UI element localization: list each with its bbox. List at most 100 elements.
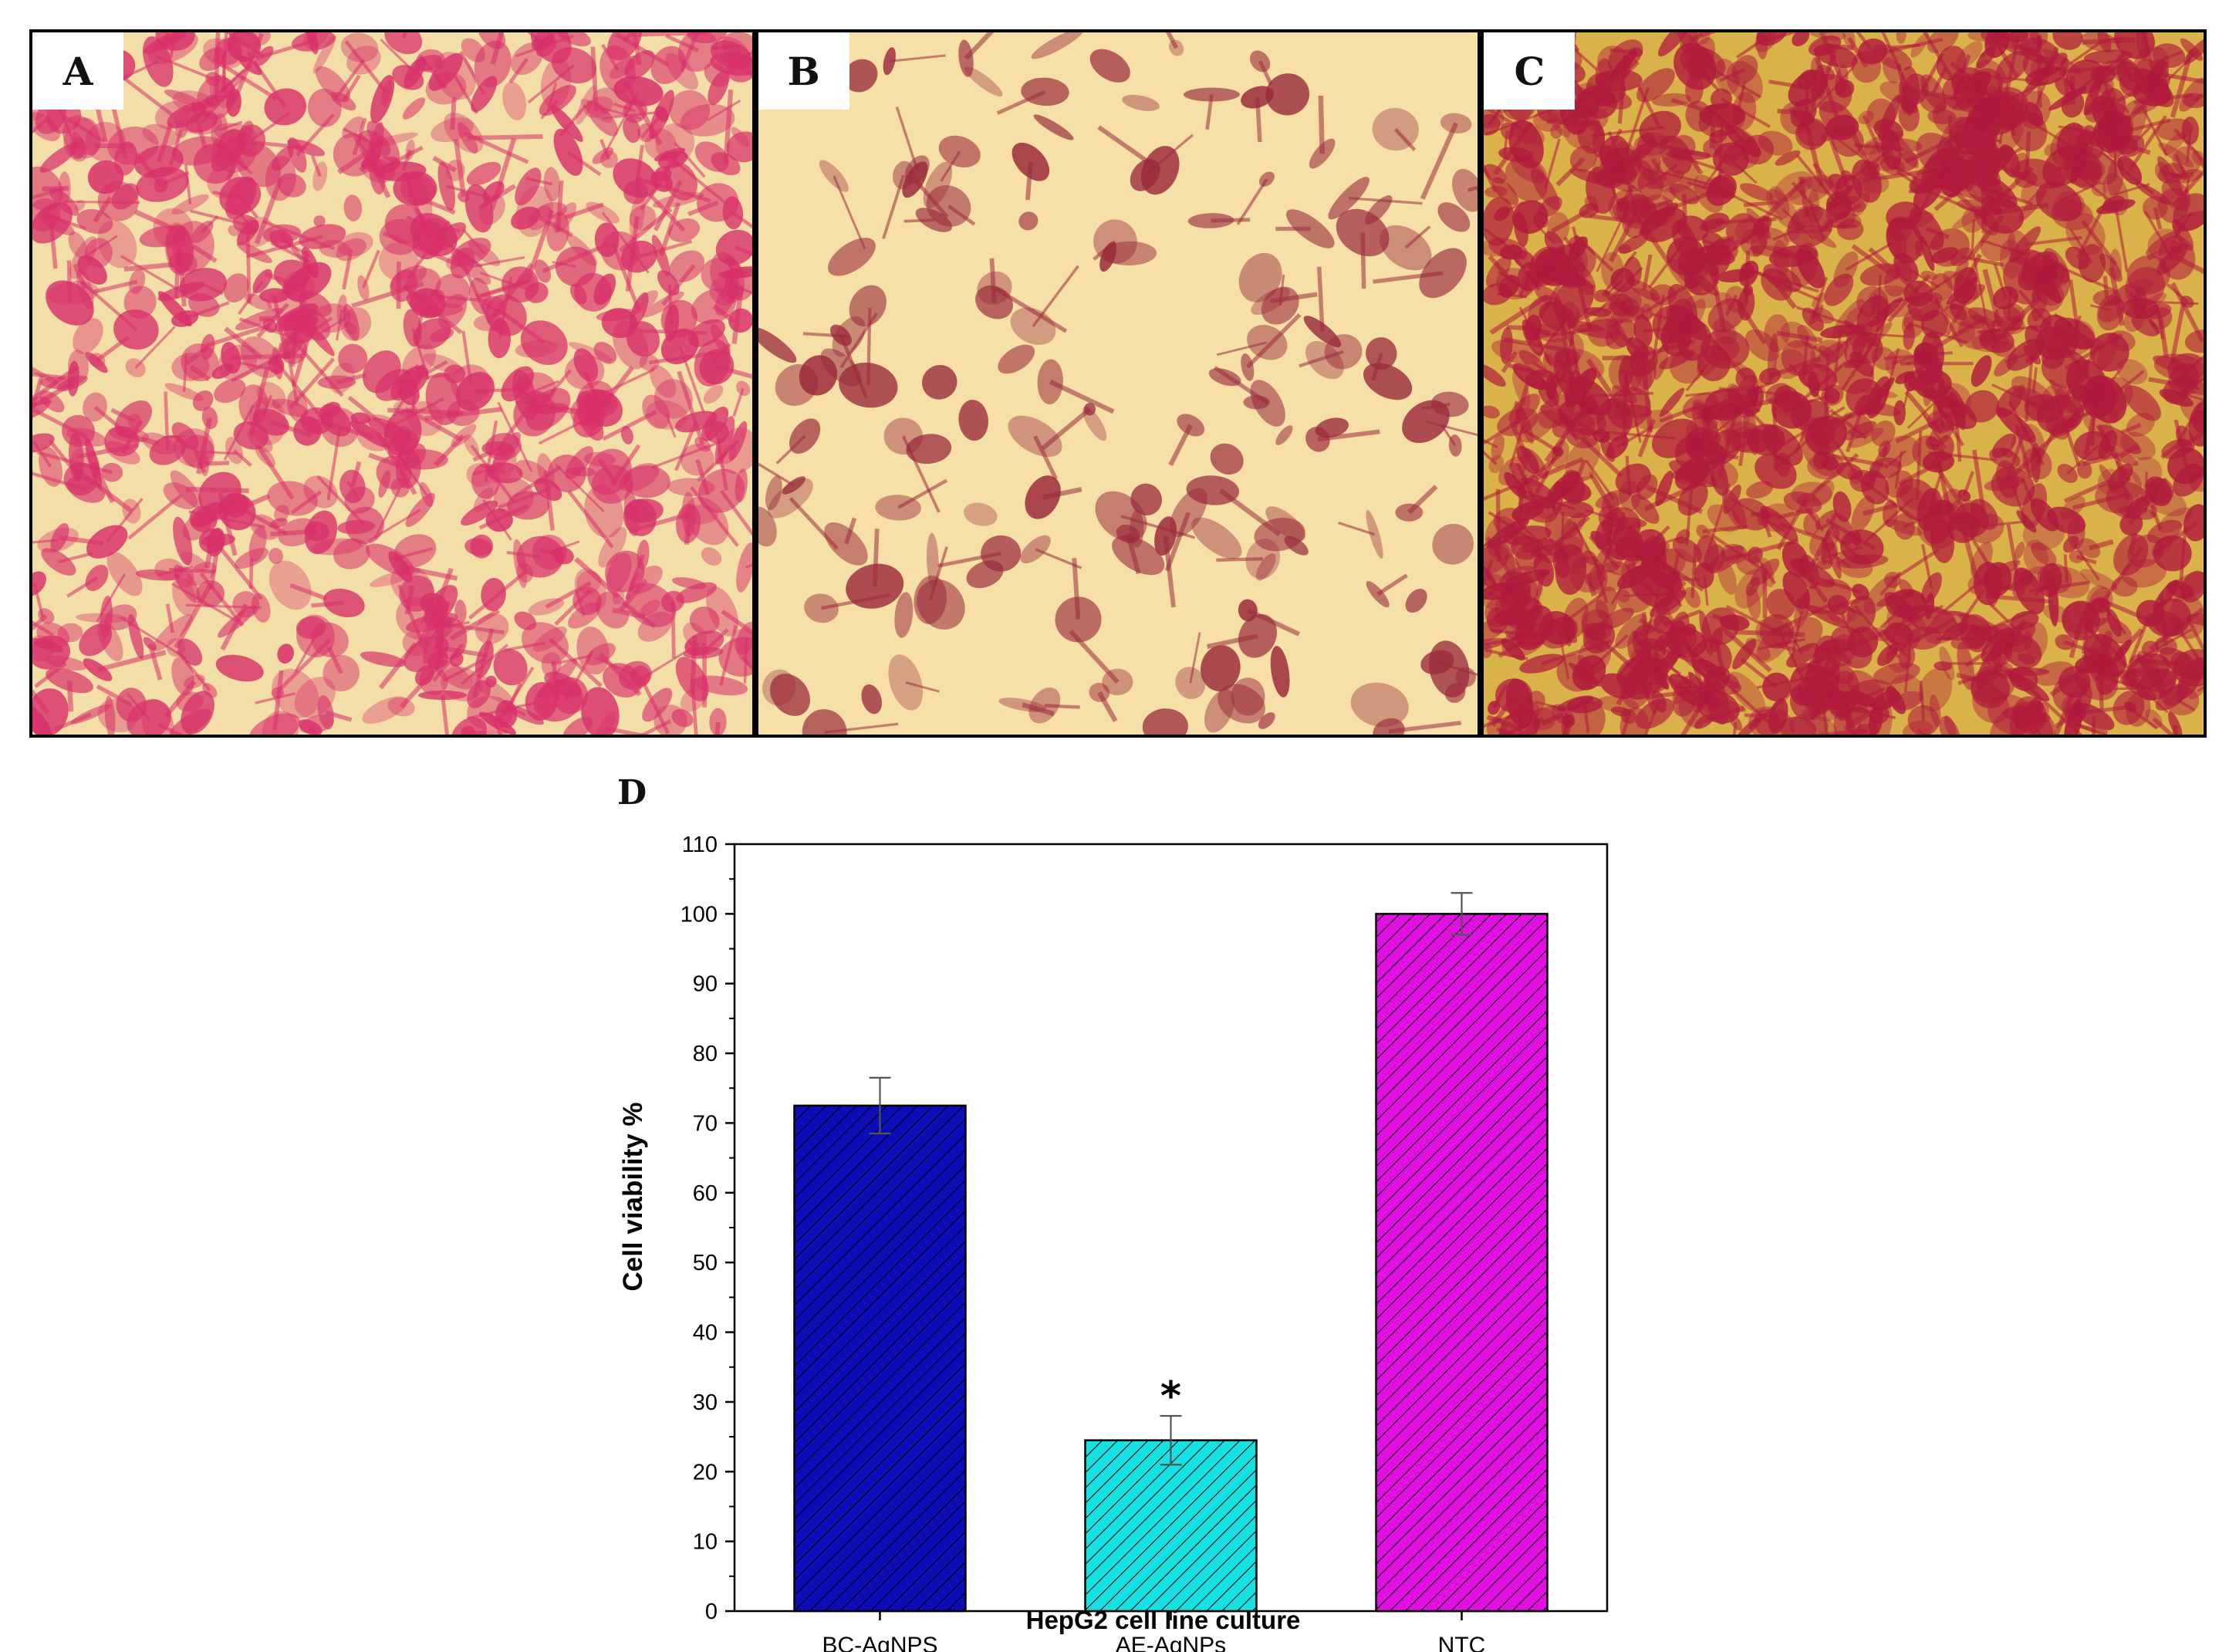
cell-process: [155, 54, 214, 80]
cell-process: [164, 391, 170, 451]
cell-blob: [2127, 534, 2165, 568]
cell-process: [1860, 687, 1886, 701]
cell-process: [157, 723, 185, 735]
cell-process: [913, 178, 949, 219]
cell-process: [687, 200, 719, 217]
cell-process: [32, 539, 59, 544]
cell-process: [248, 365, 270, 437]
cell-blob: [845, 563, 903, 609]
cell-blob: [2136, 32, 2150, 61]
cell-blob: [273, 259, 311, 289]
x-axis-title: HepG2 cell line culture: [1026, 1606, 1301, 1634]
cell-process: [212, 190, 241, 200]
micrograph-strip: A B C: [29, 29, 2207, 738]
cell-blob: [1754, 708, 1781, 735]
cell-process: [677, 370, 705, 445]
cell-process: [1404, 225, 1431, 249]
cell-blob: [2002, 317, 2025, 335]
cell-process: [1524, 429, 1559, 453]
cell-blob: [343, 304, 360, 341]
cell-blob: [1305, 340, 1344, 380]
cell-blob: [277, 644, 294, 664]
cell-blob: [481, 296, 505, 317]
cell-blob: [654, 147, 686, 162]
cell-blob: [566, 234, 598, 266]
cell-blob: [680, 686, 708, 712]
cell-process: [1571, 459, 1587, 492]
cell-process: [1588, 471, 1624, 528]
cell-process: [1440, 424, 1457, 447]
cell-blob: [1557, 695, 1595, 712]
cell-blob: [2180, 38, 2204, 61]
cell-process: [479, 463, 505, 475]
cell-blob: [637, 123, 655, 143]
cell-blob: [669, 90, 711, 130]
cell-process: [1623, 593, 1680, 597]
cell-blob: [1947, 499, 1985, 526]
cell-process: [1609, 210, 1640, 262]
cell-blob: [623, 490, 640, 536]
cell-blob: [1562, 700, 1606, 735]
cell-process: [674, 421, 698, 471]
cell-process: [1484, 439, 1499, 449]
cell-blob: [1886, 686, 1906, 715]
cell-process: [1535, 701, 1565, 711]
cell-process: [1376, 573, 1408, 596]
y-tick-label: 30: [693, 1390, 718, 1415]
cell-blob: [1869, 164, 1879, 180]
cell-blob: [1651, 691, 1667, 713]
cell-blob: [2169, 594, 2204, 640]
cell-blob: [2001, 448, 2014, 458]
cell-process: [1785, 622, 1804, 656]
cell-process: [434, 434, 466, 467]
cell-process: [2120, 423, 2142, 435]
micrograph-b: B: [758, 32, 1478, 735]
cell-blob: [2012, 584, 2026, 598]
cell-process: [2082, 654, 2099, 682]
cell-blob: [108, 426, 150, 443]
cell-blob: [1786, 643, 1819, 667]
cell-process: [1245, 312, 1302, 369]
cell-process: [2186, 616, 2204, 654]
cell-process: [1805, 701, 1869, 715]
cell-blob: [46, 280, 94, 326]
cell-blob: [1856, 724, 1880, 735]
cell-process: [2081, 220, 2118, 266]
cell-process: [1278, 274, 1285, 306]
cell-blob: [360, 651, 407, 667]
cell-process: [1603, 300, 1626, 316]
cell-blob: [225, 176, 257, 220]
cell-blob: [1484, 617, 1507, 643]
cell-process: [1544, 138, 1562, 190]
cell-process: [1484, 484, 1517, 502]
cell-process: [467, 133, 543, 140]
cell-process: [120, 255, 182, 293]
cell-blob: [287, 139, 326, 157]
cell-process: [34, 661, 68, 688]
cell-process: [453, 139, 467, 198]
cell-blob: [1846, 378, 1883, 416]
cell-blob: [379, 218, 420, 255]
cell-blob: [1630, 649, 1667, 668]
cell-process: [1689, 32, 1717, 42]
cell-process: [279, 638, 332, 691]
cell-blob: [437, 161, 455, 211]
cell-blob: [1653, 201, 1670, 223]
cell-process: [450, 96, 457, 130]
cell-process: [567, 489, 614, 549]
cell-process: [1972, 254, 1988, 318]
cell-process: [106, 498, 144, 543]
cell-blob: [562, 716, 593, 735]
cell-process: [2032, 367, 2038, 394]
cell-process: [590, 46, 599, 111]
cell-process: [2074, 543, 2101, 581]
cell-blob: [1685, 74, 1704, 105]
cell-blob: [1700, 403, 1719, 436]
cell-blob: [1431, 523, 1474, 565]
cell-process: [1189, 632, 1201, 684]
cell-blob: [1484, 544, 1510, 575]
cell-process: [156, 122, 174, 163]
cell-blob: [1944, 304, 1986, 329]
cell-process: [1641, 612, 1651, 659]
cell-blob: [596, 309, 638, 322]
